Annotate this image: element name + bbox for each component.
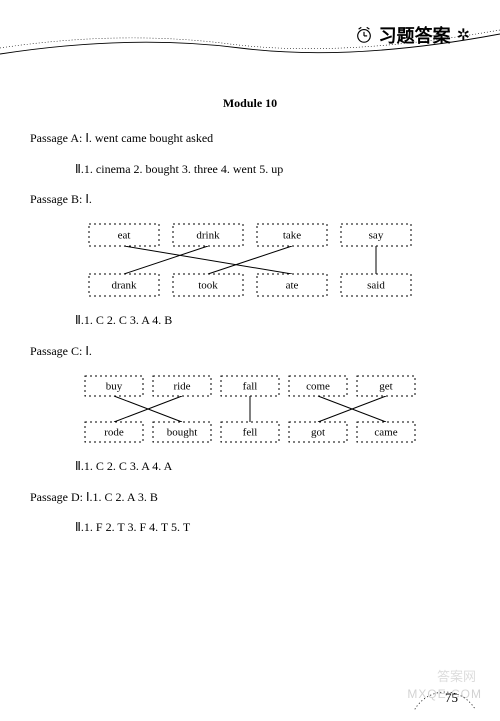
header-title-block: 习题答案 ✲ [355, 22, 470, 48]
passage-d-line1: Passage D: Ⅰ.1. C 2. A 3. B [30, 489, 470, 506]
passage-b-label: Passage B: Ⅰ. [30, 191, 470, 208]
header-title-text: 习题答案 [379, 22, 451, 48]
clock-icon [355, 26, 373, 44]
content-area: Module 10 Passage A: Ⅰ. went came bought… [30, 95, 470, 550]
svg-text:say: say [369, 230, 384, 242]
passage-a-line2: Ⅱ.1. cinema 2. bought 3. three 4. went 5… [30, 161, 470, 178]
passage-b-p2-label: Ⅱ. [75, 313, 84, 327]
passage-a-words: went came bought asked [95, 131, 213, 145]
passage-c-label: Passage C: Ⅰ. [30, 343, 470, 360]
svg-text:came: came [374, 426, 397, 438]
passage-b-diagram-wrap: eat drink take say drank took ate said [30, 222, 470, 298]
svg-text:bought: bought [167, 426, 198, 438]
passage-c-diagram: buy ride fall come get rode bought fell got came [83, 374, 417, 444]
svg-text:take: take [283, 230, 301, 242]
svg-text:drank: drank [111, 280, 137, 292]
passage-d-label: Passage D: Ⅰ. [30, 490, 93, 504]
svg-text:ate: ate [286, 280, 299, 292]
passage-d-p2-label: Ⅱ. [75, 520, 84, 534]
passage-a-line1: Passage A: Ⅰ. went came bought asked [30, 130, 470, 147]
svg-text:got: got [311, 426, 325, 438]
svg-text:buy: buy [106, 380, 123, 392]
svg-text:eat: eat [118, 230, 131, 242]
header-asterisk: ✲ [457, 25, 470, 45]
svg-text:come: come [306, 380, 330, 392]
svg-text:fell: fell [243, 426, 258, 438]
passage-b-p2-items: 1. C 2. C 3. A 4. B [84, 313, 172, 327]
passage-c-p2-items: 1. C 2. C 3. A 4. A [84, 459, 172, 473]
svg-text:took: took [198, 280, 218, 292]
passage-a-p2-items: 1. cinema 2. bought 3. three 4. went 5. … [84, 162, 283, 176]
passage-b-line2: Ⅱ.1. C 2. C 3. A 4. B [30, 312, 470, 329]
svg-text:drink: drink [196, 230, 220, 242]
svg-text:fall: fall [243, 380, 258, 392]
passage-b-diagram: eat drink take say drank took ate said [87, 222, 413, 298]
passage-a-label: Passage A: Ⅰ. [30, 131, 95, 145]
watermark-en: MXQE.COM [407, 687, 482, 701]
svg-text:get: get [379, 380, 392, 392]
svg-text:ride: ride [173, 380, 190, 392]
passage-d-line2: Ⅱ.1. F 2. T 3. F 4. T 5. T [30, 519, 470, 536]
module-title: Module 10 [30, 95, 470, 112]
svg-text:said: said [367, 280, 385, 292]
passage-d-p1-items: 1. C 2. A 3. B [93, 490, 158, 504]
passage-a-p2-label: Ⅱ. [75, 162, 84, 176]
passage-d-p2-items: 1. F 2. T 3. F 4. T 5. T [84, 520, 190, 534]
passage-c-p2-label: Ⅱ. [75, 459, 84, 473]
passage-c-line2: Ⅱ.1. C 2. C 3. A 4. A [30, 458, 470, 475]
passage-c-diagram-wrap: buy ride fall come get rode bought fell got came [30, 374, 470, 444]
watermark-cn: 答案网 [437, 666, 476, 685]
svg-text:rode: rode [104, 426, 124, 438]
